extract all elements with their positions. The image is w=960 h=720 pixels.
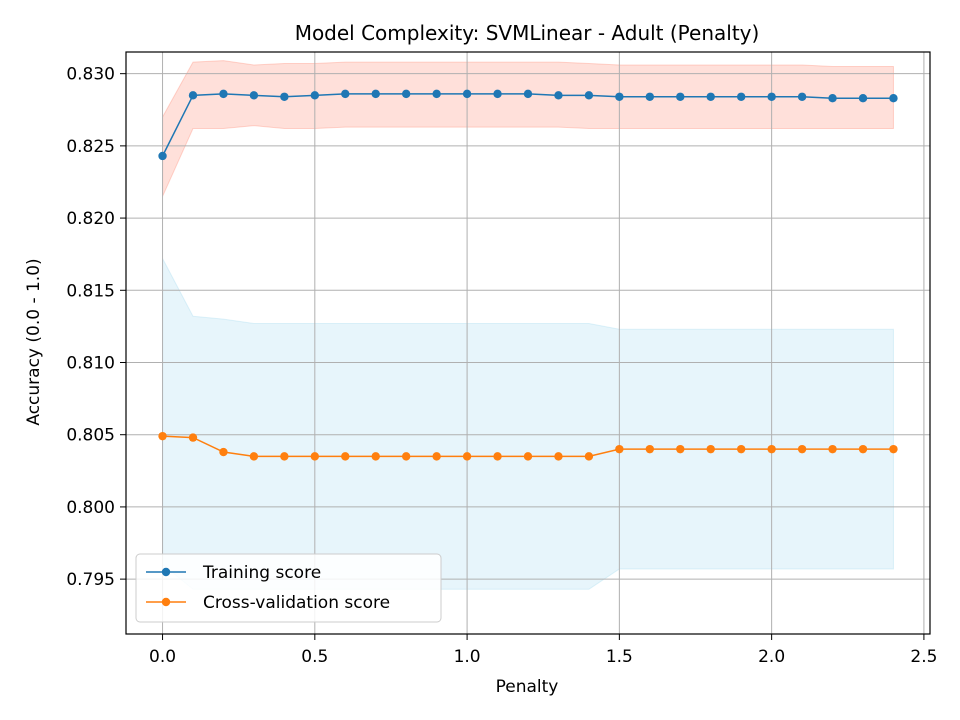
series-1-point — [828, 444, 837, 454]
plot-frame — [125, 51, 931, 635]
legend-label-0: Training score — [202, 563, 321, 583]
series-1-point — [797, 444, 807, 454]
series-0-point — [828, 94, 837, 103]
series-1-point — [858, 444, 868, 454]
series-1-point — [889, 444, 898, 454]
series-1-point — [432, 452, 441, 461]
y-tick-label: 0.820 — [66, 209, 115, 229]
series-0-point — [767, 92, 776, 101]
y-tick-label: 0.830 — [66, 65, 115, 85]
y-tick-label: 0.805 — [66, 426, 115, 446]
y-tick-label: 0.795 — [66, 570, 115, 590]
series-1-point — [493, 452, 502, 461]
series-1-point — [188, 433, 198, 442]
series-1-point — [767, 444, 776, 454]
series-0-point — [371, 89, 380, 99]
series-0-point — [736, 92, 746, 101]
legend-marker-0 — [161, 567, 171, 577]
y-axis-ticks: 0.795 0.800 0.805 0.810 0.815 0.820 0.825 0.830 — [66, 65, 126, 590]
series-1-point — [310, 452, 320, 461]
series-0-point — [645, 92, 655, 101]
x-tick-label: 0.0 — [149, 647, 176, 667]
series-0-point — [676, 92, 685, 101]
x-tick-label: 1.5 — [606, 647, 633, 667]
series-1-point — [554, 452, 563, 461]
legend-label-1: Cross-validation score — [203, 593, 390, 613]
series-1-point — [584, 452, 594, 461]
y-tick-label: 0.815 — [66, 281, 115, 301]
series-1-point — [249, 452, 259, 461]
series-0-point — [889, 94, 898, 103]
series-0-point — [401, 89, 411, 99]
series-1-point — [371, 452, 380, 461]
x-tick-label: 0.5 — [301, 647, 328, 667]
series-0-point — [158, 151, 167, 161]
legend-marker-1 — [161, 597, 171, 607]
series-1-point — [615, 444, 624, 454]
series-0-point — [432, 89, 441, 99]
series-0-point — [310, 91, 320, 100]
series-0-point — [462, 89, 472, 99]
series-1-point — [676, 444, 685, 454]
series-0-point — [615, 92, 624, 101]
y-axis-label: Accuracy (0.0 - 1.0) — [24, 258, 44, 425]
x-tick-label: 2.0 — [758, 647, 785, 667]
series-1-point — [736, 444, 746, 454]
x-axis-ticks: 0.0 0.5 1.0 1.5 2.0 2.5 — [149, 634, 937, 667]
series-0-point — [341, 89, 350, 99]
series-0-point — [797, 92, 807, 101]
series-0-point — [249, 91, 259, 100]
x-tick-label: 2.5 — [910, 647, 937, 667]
series-1-point — [462, 452, 472, 461]
series-0-point — [219, 89, 228, 99]
legend: Training score Cross-validation score — [135, 553, 442, 623]
series-1-point — [341, 452, 350, 461]
series-0-point — [523, 89, 533, 99]
y-tick-label: 0.825 — [66, 137, 115, 157]
series-1-point — [158, 431, 167, 441]
y-tick-label: 0.810 — [66, 353, 115, 373]
series-points — [158, 89, 898, 461]
series-0-point — [280, 92, 289, 101]
legend-box — [135, 553, 442, 623]
y-tick-label: 0.800 — [66, 498, 115, 518]
series-1-point — [706, 444, 715, 454]
series-1-point — [280, 452, 289, 461]
x-axis-label: Penalty — [496, 677, 559, 697]
series-0-point — [706, 92, 715, 101]
series-0-point — [584, 91, 594, 100]
series-0-point — [858, 94, 868, 103]
series-1-point — [219, 447, 228, 457]
series-1-point — [523, 452, 533, 461]
plot-area — [125, 51, 931, 635]
chart-title: Model Complexity: SVMLinear - Adult (Pen… — [295, 21, 760, 45]
series-0-point — [188, 91, 198, 100]
series-1-point — [645, 444, 655, 454]
series-0-point — [493, 89, 502, 99]
x-tick-label: 1.0 — [454, 647, 481, 667]
series-1-point — [401, 452, 411, 461]
series-0-point — [554, 91, 563, 100]
